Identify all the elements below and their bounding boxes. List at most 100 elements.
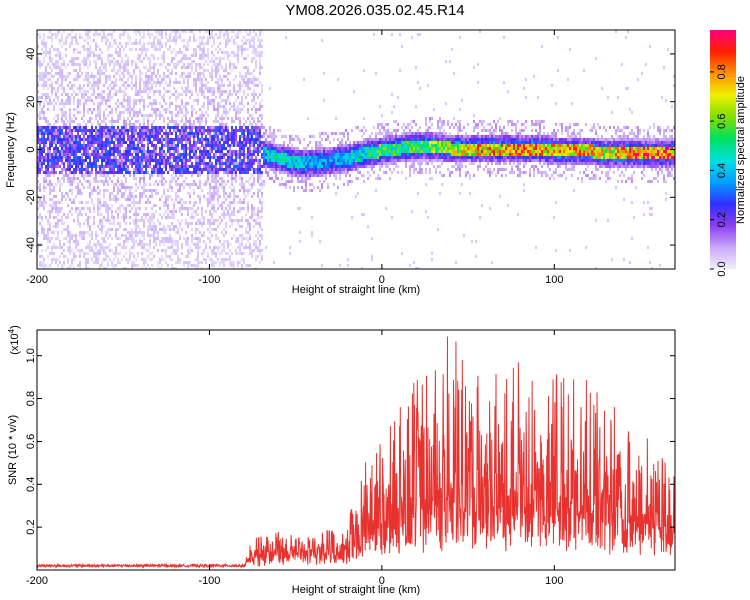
spectrogram-cell [77,102,79,105]
spectrogram-cell [45,54,47,57]
spectrogram-cell [173,177,175,180]
spectrogram-cell [141,132,143,135]
spectrogram-cell [285,186,287,189]
spectrogram-cell [81,96,83,99]
spectrogram-cell [185,219,187,222]
spectrogram-cell [105,171,107,174]
spectrogram-cell [255,78,257,81]
spectrogram-cell [225,45,227,48]
spectrogram-cell [53,87,55,90]
spectrogram-cell [233,177,235,180]
spectrogram-cell [213,246,215,249]
spectrogram-cell [207,129,209,132]
spectrogram-cell [265,168,267,171]
spectrogram-cell [107,189,109,192]
spectrogram-cell [43,231,45,234]
spectrogram-cell [67,120,69,123]
spectrogram-cell [225,198,227,201]
spectrogram-cell [37,252,39,255]
spectrogram-cell [169,228,171,231]
spectrogram-cell [43,45,45,48]
spectrogram-cell [139,207,141,210]
spectrogram-cell [283,162,285,165]
spectrogram-cell [61,75,63,78]
spectrogram-cell [115,210,117,213]
spectrogram-cell [107,54,109,57]
spectrogram-cell [125,93,127,96]
spectrogram-cell [213,264,215,267]
spectrogram-cell [165,144,167,147]
spectrogram-cell [215,69,217,72]
spectrogram-cell [149,189,151,192]
spectrogram-cell [251,45,253,48]
spectrogram-cell [141,231,143,234]
spectrogram-cell [245,72,247,75]
spectrogram-cell [51,156,53,159]
spectrogram-cell [91,111,93,114]
spectrogram-cell [227,180,229,183]
spectrogram-cell [273,147,275,150]
spectrogram-cell [249,156,251,159]
spectrogram-cell [69,249,71,252]
spectrogram-cell [255,48,257,51]
spectrogram-cell [49,153,51,156]
spectrogram-cell [153,150,155,153]
spectrogram-cell [259,60,261,63]
spectrogram-cell [135,156,137,159]
spectrogram-cell [49,216,51,219]
spectrogram-cell [199,186,201,189]
spectrogram-cell [53,75,55,78]
spectrogram-cell [229,138,231,141]
spectrogram-cell [85,138,87,141]
spectrogram-cell [229,54,231,57]
spectrogram-cell [85,150,87,153]
spectrogram-cell [45,117,47,120]
spectrogram-cell [147,78,149,81]
spectrogram-cell [201,132,203,135]
spectrogram-cell [99,66,101,69]
spectrogram-cell [257,84,259,87]
spectrogram-cell [169,45,171,48]
spectrogram-cell [233,90,235,93]
spectrogram-cell [59,186,61,189]
spectrogram-cell [269,177,271,180]
spectrogram-cell [59,129,61,132]
spectrogram-cell [141,252,143,255]
spectrogram-cell [43,60,45,63]
spectrogram-cell [279,162,281,165]
spectrogram-cell [67,135,69,138]
spectrogram-cell [205,60,207,63]
spectrogram-cell [57,165,59,168]
spectrogram-cell [233,132,235,135]
spectrogram-cell [59,201,61,204]
spectrogram-cell [169,258,171,261]
spectrogram-cell [233,150,235,153]
spectrogram-cell [175,66,177,69]
spectrogram-cell [217,138,219,141]
spectrogram-cell [195,210,197,213]
spectrogram-cell [229,168,231,171]
spectrogram-cell [255,234,257,237]
spectrogram-cell [93,162,95,165]
spectrogram-cell [173,30,175,33]
spectrogram-cell [123,90,125,93]
spectrogram-cell [37,180,39,183]
spectrogram-cell [271,150,273,153]
spectrogram-cell [129,171,131,174]
spectrogram-cell [95,84,97,87]
spectrogram-cell [219,105,221,108]
spectrogram-cell [95,33,97,36]
spectrogram-cell [61,246,63,249]
spectrogram-cell [195,201,197,204]
spectrogram-cell [167,147,169,150]
spectrogram-cell [121,45,123,48]
spectrogram-cell [223,126,225,129]
spectrogram-cell [269,150,271,153]
spectrogram-cell [243,123,245,126]
spectrogram-cell [109,141,111,144]
spectrogram-cell [197,222,199,225]
spectrogram-cell [141,219,143,222]
spectrogram-cell [263,165,265,168]
spectrogram-cell [259,66,261,69]
spectrogram-cell [277,156,279,159]
